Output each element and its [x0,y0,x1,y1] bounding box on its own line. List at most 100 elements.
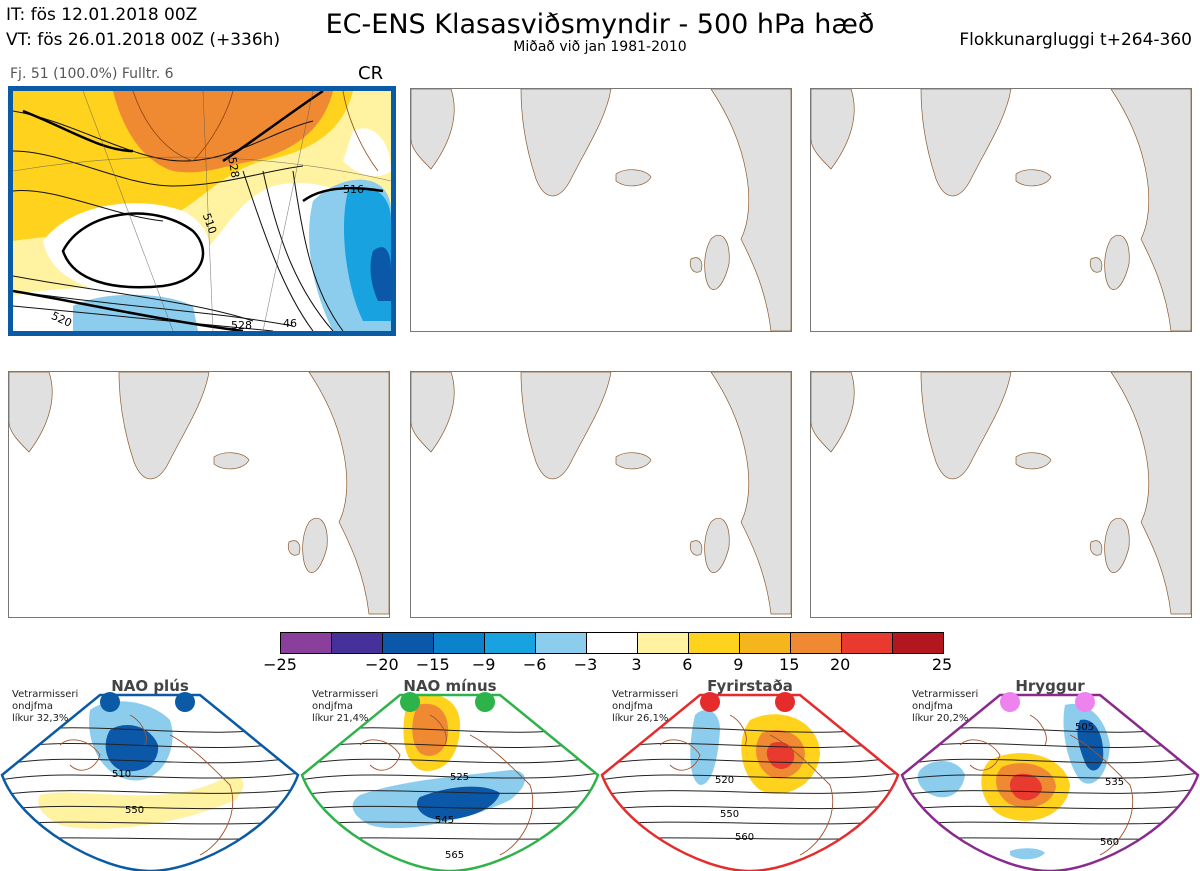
colorbar-swatch [434,633,485,653]
anomaly-blob [917,760,965,798]
contour-label: 560 [735,832,754,843]
regime-note: Vetrarmisseri ondjfma líkur 32,3% [12,689,79,724]
coastline [169,734,234,856]
anomaly-colorbar [280,632,944,654]
europe [308,372,389,615]
colorbar-tick-label: −25 [263,655,297,674]
colorbar-swatch [281,633,332,653]
anomaly-map [13,91,391,331]
colorbar-tick-label: −6 [522,655,547,674]
valid-time: VT: fös 26.01.2018 00Z (+336h) [6,30,281,50]
contour-label: 565 [445,850,464,861]
cluster-map-panel-1[interactable]: 510 516 520 528 528 46 [8,86,396,336]
regime-name: Fyrirstaða [707,677,793,695]
empty-map [411,89,791,331]
britain [302,517,328,573]
colorbar-tick-label: 9 [733,655,744,674]
greenland [118,372,210,480]
greenland [520,372,612,480]
height-contour [902,788,1198,796]
colorbar-tick-label: −15 [415,655,450,674]
regime-name: Hryggur [1015,677,1085,695]
coastline [1029,714,1047,746]
contour-label: 520 [715,775,734,786]
land-mass [411,372,455,453]
regime-marker-dot [1000,692,1020,712]
ireland [689,540,703,556]
colorbar-swatch [383,633,434,653]
regime-map: 510 550 [0,692,300,871]
height-contour [2,804,298,811]
colorbar-swatch [791,633,842,653]
iceland [1015,452,1052,470]
page-title: EC-ENS Klasasviðsmyndir - 500 hPa hæð [325,9,875,40]
contour-label: 510 [112,769,131,780]
ireland [287,540,301,556]
regime-nao-minus[interactable]: 525 545 565 NAO mínus Vetrarmisseri ondjfma… [300,675,600,871]
coastline [769,734,834,856]
cluster-label: Fj. 51 (100.0%) Fulltr. 6 [10,66,174,82]
height-contour [2,756,298,766]
regime-marker-dot [700,692,720,712]
height-contour [602,788,898,796]
contour-label: 545 [435,815,454,826]
regime-marker-dot [400,692,420,712]
colorbar-swatch [842,633,893,653]
coastline [1069,734,1134,856]
regime-marker-dot [775,692,795,712]
height-contour [302,804,598,811]
colorbar-swatch [536,633,587,653]
colorbar-swatch [893,633,943,653]
cluster-map-panel-2[interactable] [410,88,792,332]
regime-marker-dot [175,692,195,712]
regime-marker-dot [100,692,120,712]
greenland [520,89,612,197]
cluster-code: CR [358,63,384,84]
colorbar-tick-label: 15 [779,655,800,674]
regime-note: Vetrarmisseri ondjfma líkur 21,4% [312,689,379,724]
coastline [469,734,534,856]
colorbar-tick-label: 20 [829,655,851,674]
regime-nao-plus[interactable]: 510 550 NAO plús Vetrarmisseri ondjfma líku… [0,675,300,871]
cluster-map-panel-3[interactable] [810,88,1192,332]
iceland [213,452,250,470]
regime-map: 520 550 560 [600,692,900,871]
iceland [615,452,652,470]
cluster-map-panel-5[interactable] [410,371,792,618]
height-contour [902,804,1198,811]
colorbar-tick-label: 6 [682,655,693,674]
contour-label: 516 [343,183,364,196]
regime-blocking[interactable]: 520 550 560 Fyrirstaða Vetrarmisseri ondjfm… [600,675,900,871]
empty-map [411,372,791,615]
coastline [359,739,401,771]
coastline [729,714,747,746]
cluster-map-panel-6[interactable] [810,371,1192,618]
coastline [59,739,101,771]
colorbar-swatch [638,633,689,653]
cluster-map-panel-4[interactable] [8,371,390,618]
ireland [1089,540,1103,556]
regime-note: Vetrarmisseri ondjfma líkur 20,2% [912,689,979,724]
regime-name: NAO plús [111,677,189,695]
europe [1110,372,1191,615]
europe [710,372,791,615]
colorbar-swatch [332,633,383,653]
height-contour [602,804,898,811]
height-contour [602,756,898,766]
europe [710,89,791,331]
colorbar-tick-label: 25 [931,655,953,674]
regime-ridge[interactable]: 505 535 560 Hryggur Vetrarmisseri ondjfma lí… [900,675,1200,871]
britain [1104,234,1130,290]
europe [1110,89,1191,331]
coastline [959,739,1001,771]
regime-name: NAO mínus [403,677,497,695]
contour-label: 46 [283,317,297,330]
land-mass [411,89,455,170]
anomaly-blob [1010,848,1045,860]
land-mass [811,372,855,453]
height-contour [2,772,298,781]
colorbar-tick-label: 3 [631,655,642,674]
anomaly-blob [416,786,500,820]
colorbar-tick-label: −9 [471,655,496,674]
colorbar-swatch [485,633,536,653]
